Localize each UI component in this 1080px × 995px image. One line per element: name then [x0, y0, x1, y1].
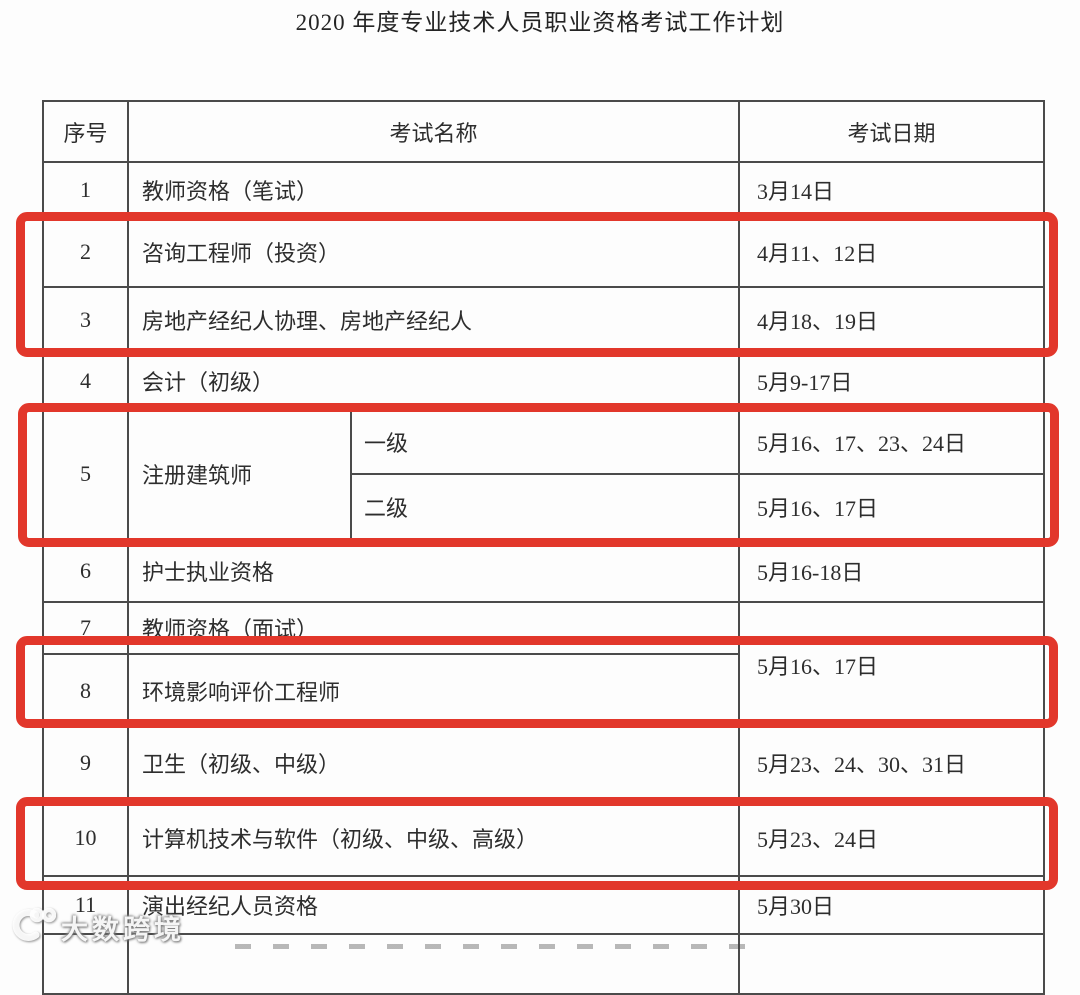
table-row: 2 咨询工程师（投资） 4月11、12日 — [42, 216, 1046, 288]
row-number-cell: 9 — [42, 726, 129, 800]
table-row: 7 教师资格（面试） 5月16、17日 — [42, 601, 1046, 728]
exam-date-cell: 5月16-18日 — [738, 538, 1046, 603]
exam-name-cell: 演出经纪人员资格 — [126, 875, 741, 935]
row-number-cell: 4 — [42, 351, 129, 410]
exam-level-cell: 一级 — [349, 408, 741, 475]
table-row: 9 卫生（初级、中级） 5月23、24、30、31日 — [42, 726, 1046, 800]
exam-date-cell: 4月11、12日 — [738, 216, 1046, 288]
table-row — [42, 933, 1046, 995]
exam-name-cell: 教师资格（笔试） — [126, 161, 741, 218]
table-row: 1 教师资格（笔试） 3月14日 — [42, 161, 1046, 218]
exam-name-cell: 咨询工程师（投资） — [126, 216, 741, 288]
exam-name-cell: 护士执业资格 — [126, 538, 741, 603]
table-row: 6 护士执业资格 5月16-18日 — [42, 538, 1046, 603]
exam-name-cell: 房地产经纪人协理、房地产经纪人 — [126, 286, 741, 353]
exam-date-cell: 5月23、24日 — [738, 798, 1046, 877]
exam-name-cell: 注册建筑师 — [127, 408, 352, 540]
table-header-row: 序号 考试名称 考试日期 — [42, 100, 1046, 163]
exam-date-cell: 5月23、24、30、31日 — [738, 726, 1046, 800]
exam-date-cell — [738, 933, 1046, 995]
exam-name-cell: 计算机技术与软件（初级、中级、高级） — [126, 798, 741, 877]
exam-date-cell: 4月18、19日 — [738, 286, 1046, 353]
exam-schedule-table: 序号 考试名称 考试日期 1 教师资格（笔试） 3月14日 2 咨询工程师（投资） 4月1… — [42, 100, 1046, 995]
exam-date-cell: 5月16、17、23、24日 — [738, 408, 1046, 475]
table-row: 5 注册建筑师 一级 5月16、17、23、24日 — [42, 408, 1046, 540]
table-row: 10 计算机技术与软件（初级、中级、高级） 5月23、24日 — [42, 798, 1046, 877]
row-number-cell — [42, 933, 129, 995]
col-header-name: 考试名称 — [126, 100, 741, 163]
row-number-cell: 2 — [42, 216, 129, 288]
exam-date-cell: 3月14日 — [738, 161, 1046, 218]
exam-date-cell: 5月16、17日 — [738, 473, 1046, 540]
row-number-cell: 10 — [42, 798, 129, 877]
col-header-date: 考试日期 — [738, 100, 1046, 163]
exam-name-cell: 卫生（初级、中级） — [126, 726, 741, 800]
row-number-cell: 1 — [42, 161, 129, 218]
row-number-cell: 11 — [42, 875, 129, 935]
exam-name-cell: 会计（初级） — [126, 351, 741, 410]
row-number-cell: 5 — [42, 408, 129, 540]
exam-date-cell: 5月9-17日 — [738, 351, 1046, 410]
row-number-cell: 6 — [42, 538, 129, 603]
table-row: 3 房地产经纪人协理、房地产经纪人 4月18、19日 — [42, 286, 1046, 353]
exam-name-cell: 教师资格（面试） — [126, 601, 741, 655]
table-row: 4 会计（初级） 5月9-17日 — [42, 351, 1046, 410]
page-title: 2020 年度专业技术人员职业资格考试工作计划 — [295, 10, 785, 35]
table-row: 二级 5月16、17日 — [43, 473, 1046, 540]
exam-name-cell: 环境影响评价工程师 — [126, 653, 741, 728]
row-number-cell: 3 — [42, 286, 129, 353]
exam-date-cell: 5月30日 — [738, 875, 1046, 935]
col-header-no: 序号 — [42, 100, 129, 163]
row-number-cell: 7 — [42, 601, 129, 655]
exam-level-cell: 二级 — [349, 473, 741, 540]
table-row: 11 演出经纪人员资格 5月30日 — [42, 875, 1046, 935]
exam-name-cell — [126, 933, 741, 995]
row-number-cell: 8 — [42, 653, 129, 728]
exam-date-cell: 5月16、17日 — [738, 601, 1046, 728]
